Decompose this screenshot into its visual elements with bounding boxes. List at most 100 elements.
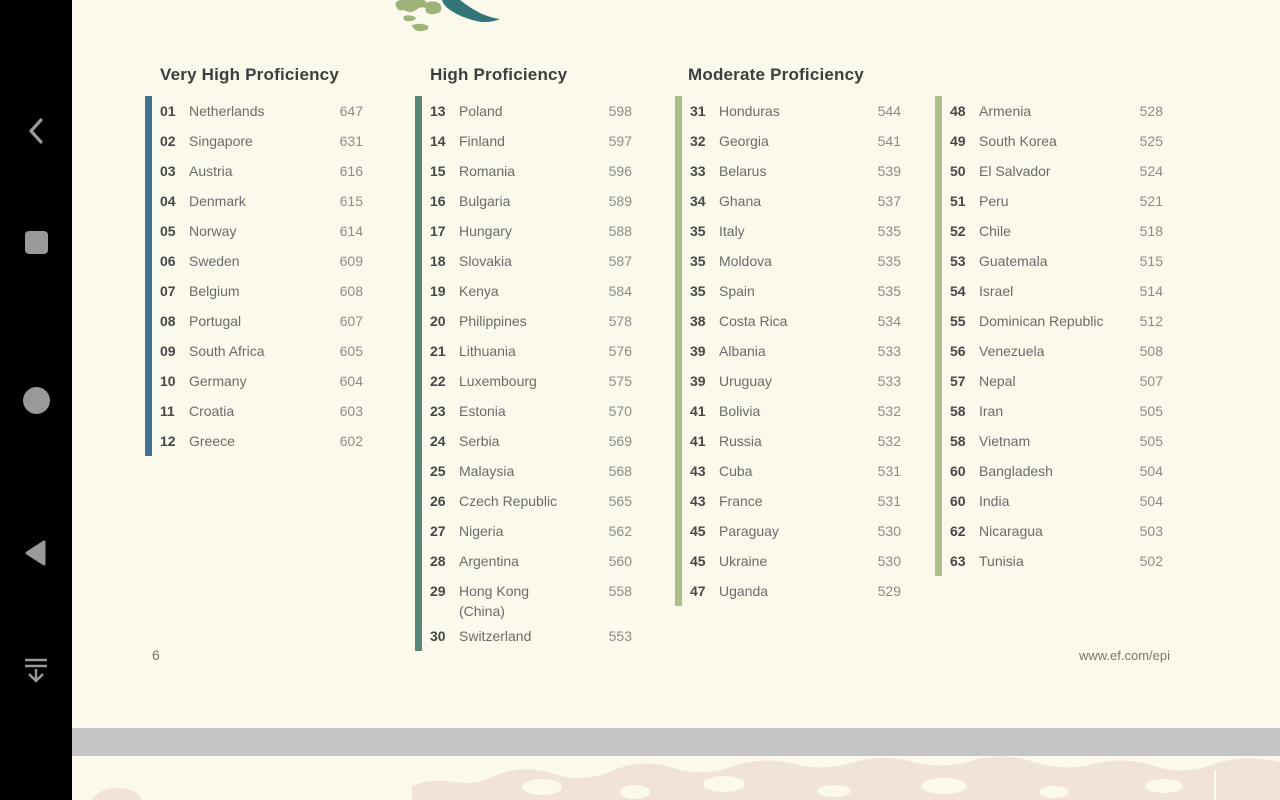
country-name: Armenia [979,103,1032,119]
proficiency-score: 530 [877,553,901,569]
table-row: 18 Slovakia 587 [422,246,632,276]
country-name: Chile [979,223,1011,239]
map-fragment-bottom-icon [92,756,1280,800]
country-name: Paraguay [719,523,779,539]
rank-number: 26 [430,493,446,509]
proficiency-score: 615 [339,193,363,209]
table-row: 63 Tunisia 502 [942,546,1163,576]
rank-number: 57 [950,373,966,389]
rank-number: 07 [160,283,176,299]
rank-number: 43 [690,493,706,509]
table-row: 01 Netherlands 647 [152,96,363,126]
proficiency-score: 616 [339,163,363,179]
home-circle-icon [22,386,50,414]
table-row: 11 Croatia 603 [152,396,363,426]
ranking-column-moderate-2: 48 Armenia 528 49 South Korea 525 50 El … [935,96,1163,576]
country-name: Spain [719,283,755,299]
table-row: 21 Lithuania 576 [422,336,632,366]
country-name: Switzerland [459,628,532,644]
proficiency-score: 505 [1139,433,1163,449]
section-header-high: High Proficiency [430,65,568,84]
table-row: 24 Serbia 569 [422,426,632,456]
table-row: 27 Nigeria 562 [422,516,632,546]
rank-number: 18 [430,253,446,269]
country-name: Honduras [719,103,780,119]
ranking-column-very-high: 01 Netherlands 647 02 Singapore 631 03 A… [145,96,363,456]
proficiency-score: 576 [608,343,632,359]
rank-number: 50 [950,163,966,179]
table-row: 56 Venezuela 508 [942,336,1163,366]
ranking-column-high: 13 Poland 598 14 Finland 597 15 Romania … [415,96,632,651]
table-row: 62 Nicaragua 503 [942,516,1163,546]
rank-number: 14 [430,133,446,149]
proficiency-score: 614 [339,223,363,239]
country-name: Slovakia [459,253,512,269]
recents-button[interactable] [16,222,56,262]
rank-number: 25 [430,463,446,479]
country-name: Bulgaria [459,193,511,209]
table-row: 52 Chile 518 [942,216,1163,246]
rank-number: 51 [950,193,966,209]
home-button[interactable] [16,380,56,420]
table-row: 39 Albania 533 [682,336,901,366]
proficiency-score: 533 [877,343,901,359]
proficiency-score: 570 [608,403,632,419]
rank-number: 58 [950,403,966,419]
collapse-nav-button[interactable] [16,652,56,692]
table-row: 50 El Salvador 524 [942,156,1163,186]
country-name: Ghana [719,193,762,209]
proficiency-score: 531 [877,493,901,509]
country-name: Moldova [719,253,772,269]
rank-number: 28 [430,553,446,569]
back-triangle-button[interactable] [16,534,56,574]
table-row: 55 Dominican Republic 512 [942,306,1163,336]
country-name: Dominican Republic [979,313,1104,329]
country-name: Bangladesh [979,463,1053,479]
proficiency-score: 597 [608,133,632,149]
rank-number: 02 [160,133,176,149]
rank-number: 56 [950,343,966,359]
table-row: 06 Sweden 609 [152,246,363,276]
country-name: Austria [189,163,233,179]
rank-number: 35 [690,253,706,269]
rank-number: 60 [950,463,966,479]
rank-number: 20 [430,313,446,329]
proficiency-score: 578 [608,313,632,329]
rank-number: 32 [690,133,706,149]
table-row: 60 India 504 [942,486,1163,516]
country-name: Hong Kong (China) [459,583,530,619]
back-chevron-button[interactable] [16,112,56,152]
rank-number: 45 [690,523,706,539]
country-name: Finland [459,133,505,149]
rank-number: 63 [950,553,966,569]
proficiency-score: 584 [608,283,632,299]
proficiency-score: 605 [339,343,363,359]
rank-number: 24 [430,433,446,449]
country-name: South Korea [979,133,1057,149]
table-row: 25 Malaysia 568 [422,456,632,486]
country-name: Kenya [459,283,499,299]
country-name: South Africa [189,343,265,359]
rank-number: 12 [160,433,176,449]
table-row: 35 Moldova 535 [682,246,901,276]
proficiency-score: 558 [608,583,632,599]
proficiency-score: 569 [608,433,632,449]
proficiency-score: 512 [1139,313,1163,329]
table-row: 30 Switzerland 553 [422,621,632,651]
table-row: 16 Bulgaria 589 [422,186,632,216]
proficiency-score: 530 [877,523,901,539]
country-name: Czech Republic [459,493,558,509]
country-name: Philippines [459,313,527,329]
country-name: Netherlands [189,103,265,119]
country-name: Guatemala [979,253,1048,269]
table-row: 43 Cuba 531 [682,456,901,486]
table-row: 10 Germany 604 [152,366,363,396]
table-row: 22 Luxembourg 575 [422,366,632,396]
table-row: 33 Belarus 539 [682,156,901,186]
table-row: 07 Belgium 608 [152,276,363,306]
rank-number: 08 [160,313,176,329]
proficiency-score: 504 [1139,493,1163,509]
proficiency-score: 553 [608,628,632,644]
rank-number: 41 [690,403,706,419]
